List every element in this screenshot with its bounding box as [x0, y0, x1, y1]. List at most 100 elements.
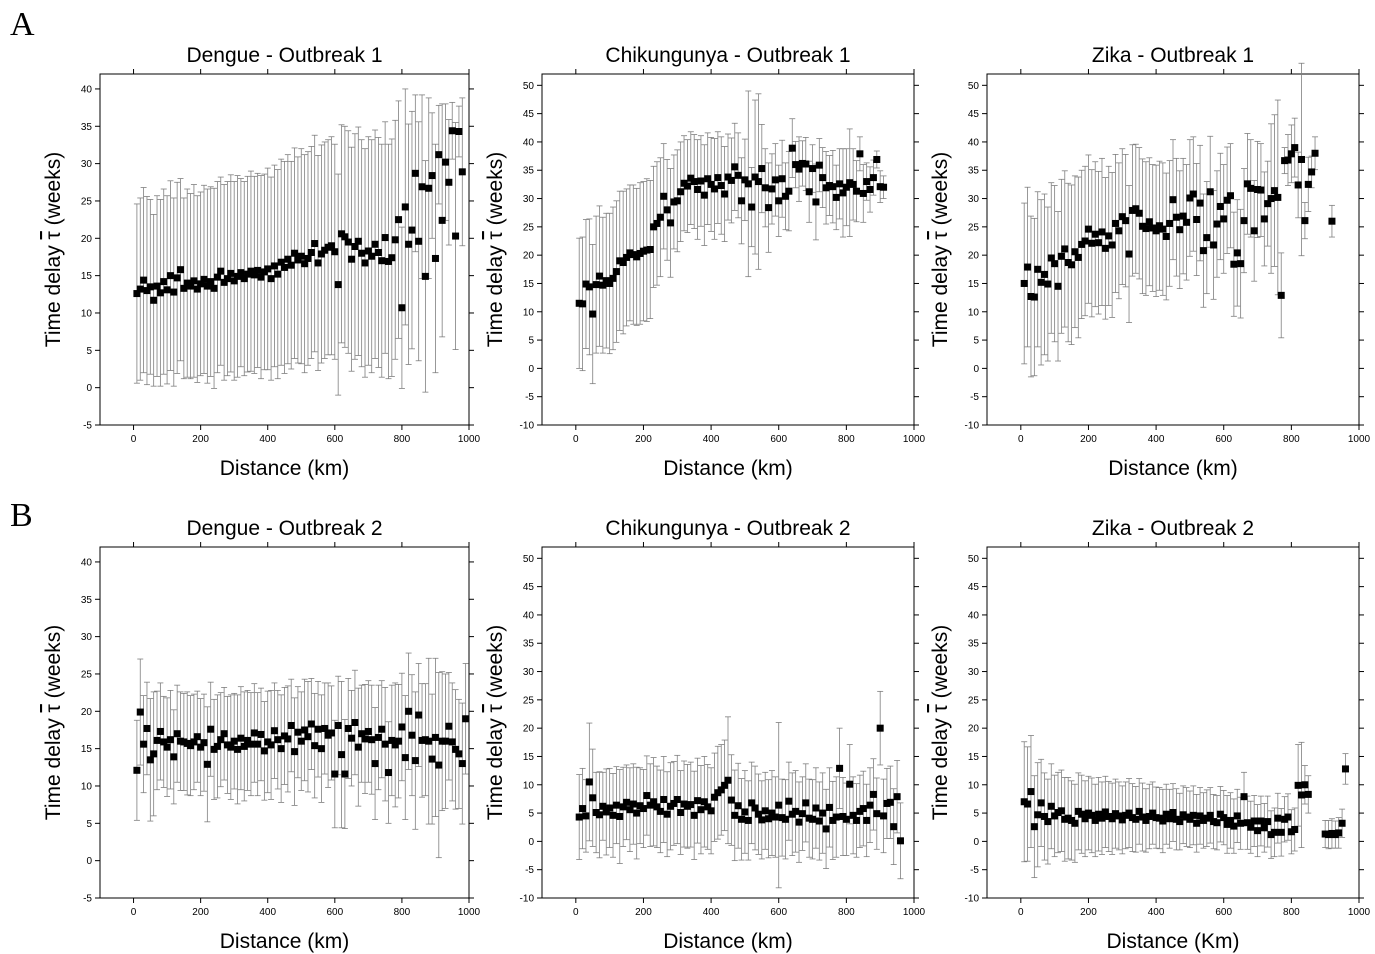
data-point — [579, 300, 587, 308]
data-point — [250, 729, 258, 737]
data-point — [1210, 241, 1218, 249]
y-tick-label: 30 — [523, 194, 535, 205]
y-axis-label-units: (weeks) — [42, 152, 65, 231]
data-point — [599, 802, 607, 810]
y-tick-label: 5 — [973, 336, 979, 347]
data-point — [384, 769, 392, 777]
data-point — [700, 798, 708, 806]
y-tick-label: 45 — [968, 109, 980, 120]
chart-title: Chikungunya - Outbreak 2 — [605, 517, 850, 540]
x-tick-label: 600 — [1215, 907, 1232, 918]
x-axis-label: Distance (Km) — [1106, 930, 1239, 953]
data-series — [1020, 62, 1336, 378]
data-point — [1254, 827, 1262, 835]
y-axis-label: Time delay τ (weeks) — [42, 152, 65, 347]
data-point — [274, 270, 282, 278]
chart-panel-2: Chikungunya - Outbreak 10 200 400 600 800 100… — [484, 44, 926, 480]
y-tick-label: 10 — [968, 307, 980, 318]
data-point — [1237, 260, 1245, 268]
data-point — [1024, 263, 1032, 271]
chart-panel-6: Zika - Outbreak 2 0 200 400 600 800 1000 -10 -5 0… — [929, 517, 1371, 953]
x-tick-label: 1000 — [458, 434, 481, 445]
plot-frame — [986, 73, 1360, 426]
data-point — [452, 745, 460, 753]
data-point — [1169, 196, 1177, 204]
y-tick-label: 5 — [528, 809, 534, 820]
data-point — [1040, 270, 1048, 278]
data-point — [193, 733, 201, 741]
x-tick-label: 800 — [838, 434, 855, 445]
data-point — [307, 720, 315, 728]
data-point — [619, 803, 627, 811]
data-point — [731, 163, 739, 171]
data-point — [602, 808, 610, 816]
data-point — [1132, 815, 1140, 823]
y-tick-label: -5 — [83, 421, 92, 432]
y-tick-label: -5 — [83, 894, 92, 905]
x-tick-label: 1000 — [1348, 434, 1371, 445]
data-point — [1247, 184, 1255, 192]
data-point — [812, 198, 820, 206]
data-point — [707, 180, 715, 188]
data-point — [267, 275, 275, 283]
data-point — [143, 724, 151, 732]
y-tick-label: -5 — [970, 865, 979, 876]
y-tick-label: 40 — [968, 137, 980, 148]
x-tick-label: 600 — [326, 434, 343, 445]
data-point — [220, 278, 228, 286]
data-point — [1308, 168, 1316, 176]
data-point — [227, 269, 235, 277]
data-point — [1162, 810, 1170, 818]
x-tick-label: 400 — [1148, 434, 1165, 445]
data-point — [150, 296, 158, 304]
y-tick-label: 20 — [968, 251, 980, 262]
data-point — [724, 776, 732, 784]
data-point — [381, 740, 389, 748]
data-point — [741, 176, 749, 184]
data-point — [455, 128, 463, 136]
data-point — [1034, 811, 1042, 819]
data-point — [1149, 809, 1157, 817]
data-point — [873, 155, 881, 163]
data-point — [771, 813, 779, 821]
data-point — [1216, 202, 1224, 210]
data-point — [334, 281, 342, 289]
data-point — [217, 736, 225, 744]
data-point — [270, 727, 278, 735]
data-point — [314, 725, 322, 733]
data-point — [866, 801, 874, 809]
y-axis-label: Time delay τ (weeks) — [484, 152, 507, 347]
data-point — [619, 259, 627, 267]
data-point — [1250, 817, 1258, 825]
y-tick-label: 10 — [81, 308, 93, 319]
data-point — [1145, 218, 1153, 226]
data-point — [579, 805, 587, 813]
data-point — [458, 760, 466, 768]
data-point — [203, 282, 211, 290]
data-point — [1233, 812, 1241, 820]
y-tick-label: 5 — [86, 346, 92, 357]
data-point — [1098, 228, 1106, 236]
data-point — [240, 275, 248, 283]
data-point — [589, 794, 597, 802]
data-point — [384, 257, 392, 265]
data-point — [354, 743, 362, 751]
data-point — [1270, 828, 1278, 836]
data-point — [717, 182, 725, 190]
data-point — [260, 747, 268, 755]
data-point — [1091, 816, 1099, 824]
data-point — [1054, 282, 1062, 290]
data-point — [1020, 279, 1028, 287]
x-tick-label: 400 — [1148, 907, 1165, 918]
y-tick-label: 50 — [968, 81, 980, 92]
data-point — [660, 192, 668, 200]
data-point — [1338, 819, 1346, 827]
data-point — [751, 173, 759, 181]
data-point — [334, 721, 342, 729]
data-point — [348, 734, 356, 742]
data-point — [1267, 195, 1275, 203]
data-point — [431, 733, 439, 741]
data-point — [805, 188, 813, 196]
data-point — [876, 724, 884, 732]
